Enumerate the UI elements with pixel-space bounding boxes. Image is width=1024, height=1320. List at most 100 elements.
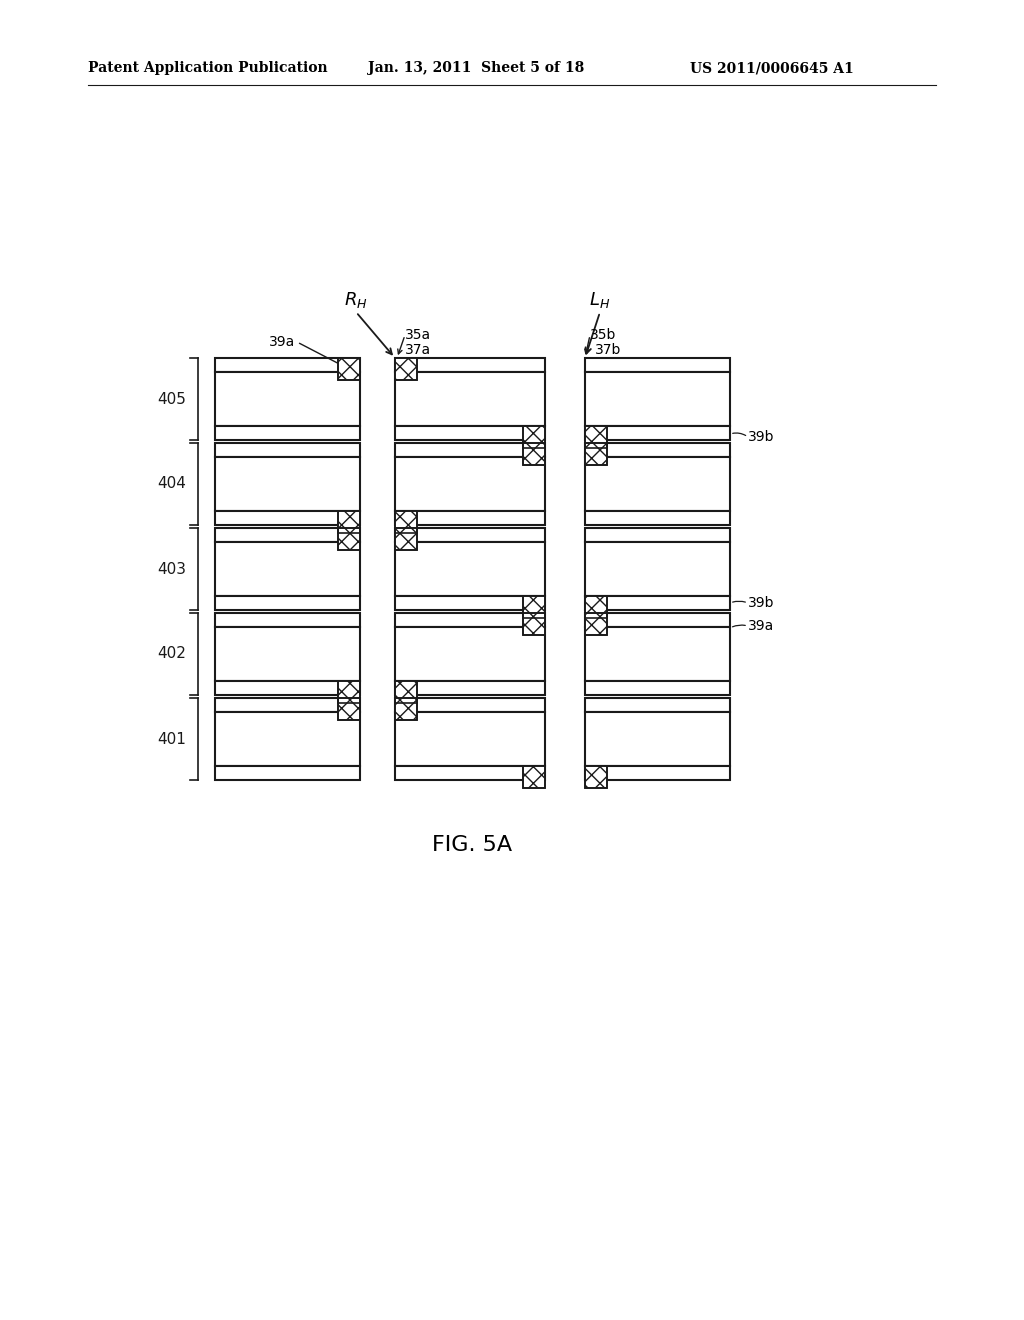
Bar — [585, 372, 730, 426]
Text: US 2011/0006645 A1: US 2011/0006645 A1 — [690, 61, 854, 75]
Bar — [215, 444, 360, 457]
Bar — [215, 358, 360, 372]
Text: 39a: 39a — [268, 335, 295, 348]
Bar — [585, 711, 730, 766]
Bar — [395, 457, 545, 511]
Bar — [215, 426, 360, 440]
Bar — [523, 612, 545, 635]
Bar — [585, 766, 607, 788]
Bar — [338, 358, 360, 380]
Text: 35b: 35b — [590, 327, 616, 342]
Bar — [395, 528, 417, 550]
Bar — [585, 612, 607, 635]
Bar — [585, 766, 607, 788]
Bar — [523, 597, 545, 618]
Bar — [215, 528, 360, 543]
Bar — [395, 358, 545, 372]
Bar — [523, 444, 545, 465]
Bar — [215, 627, 360, 681]
Bar — [395, 698, 417, 719]
Bar — [395, 528, 545, 543]
Text: 404: 404 — [157, 477, 186, 491]
Bar — [215, 597, 360, 610]
Bar — [215, 711, 360, 766]
Bar — [395, 511, 545, 525]
Bar — [395, 597, 545, 610]
Bar — [338, 681, 360, 704]
Bar — [585, 597, 607, 618]
Text: Jan. 13, 2011  Sheet 5 of 18: Jan. 13, 2011 Sheet 5 of 18 — [368, 61, 585, 75]
Bar — [395, 358, 417, 380]
Bar — [585, 444, 607, 465]
Bar — [338, 511, 360, 533]
Bar — [215, 612, 360, 627]
Text: Patent Application Publication: Patent Application Publication — [88, 61, 328, 75]
Text: 37a: 37a — [406, 343, 431, 356]
Bar — [585, 511, 730, 525]
Bar — [523, 444, 545, 465]
Bar — [395, 698, 417, 719]
Bar — [585, 444, 730, 457]
Text: 39b: 39b — [748, 597, 774, 610]
Bar — [338, 511, 360, 533]
Text: $L_H$: $L_H$ — [590, 290, 610, 310]
Bar — [585, 612, 607, 635]
Bar — [338, 528, 360, 550]
Bar — [338, 358, 360, 380]
Bar — [585, 426, 607, 447]
Bar — [215, 766, 360, 780]
Bar — [585, 528, 730, 543]
Bar — [215, 372, 360, 426]
Text: 35a: 35a — [406, 327, 431, 342]
Bar — [523, 766, 545, 788]
Bar — [523, 597, 545, 618]
Bar — [585, 444, 607, 465]
Bar — [523, 766, 545, 788]
Bar — [395, 681, 417, 704]
Text: FIG. 5A: FIG. 5A — [432, 836, 513, 855]
Text: 403: 403 — [157, 561, 186, 577]
Bar — [585, 627, 730, 681]
Text: 37b: 37b — [595, 343, 622, 356]
Bar — [395, 444, 545, 457]
Bar — [395, 627, 545, 681]
Text: 39b: 39b — [748, 430, 774, 444]
Bar — [585, 612, 730, 627]
Text: 39a: 39a — [748, 619, 774, 634]
Bar — [395, 426, 545, 440]
Bar — [585, 597, 730, 610]
Bar — [338, 698, 360, 719]
Bar — [585, 597, 607, 618]
Bar — [338, 698, 360, 719]
Bar — [215, 457, 360, 511]
Bar — [395, 698, 545, 711]
Bar — [523, 426, 545, 447]
Bar — [585, 543, 730, 597]
Bar — [523, 612, 545, 635]
Bar — [395, 612, 545, 627]
Bar — [338, 681, 360, 704]
Bar — [585, 766, 730, 780]
Bar — [215, 543, 360, 597]
Bar — [585, 681, 730, 696]
Bar — [585, 358, 730, 372]
Bar — [395, 543, 545, 597]
Bar — [395, 528, 417, 550]
Bar — [395, 681, 545, 696]
Bar — [523, 426, 545, 447]
Bar — [215, 681, 360, 696]
Bar — [395, 511, 417, 533]
Bar — [395, 711, 545, 766]
Bar — [395, 372, 545, 426]
Bar — [338, 528, 360, 550]
Bar — [585, 426, 607, 447]
Bar — [585, 426, 730, 440]
Bar — [215, 698, 360, 711]
Text: 401: 401 — [157, 731, 186, 747]
Bar — [585, 457, 730, 511]
Text: 405: 405 — [157, 392, 186, 407]
Text: 402: 402 — [157, 647, 186, 661]
Bar — [395, 358, 417, 380]
Bar — [215, 511, 360, 525]
Bar — [585, 698, 730, 711]
